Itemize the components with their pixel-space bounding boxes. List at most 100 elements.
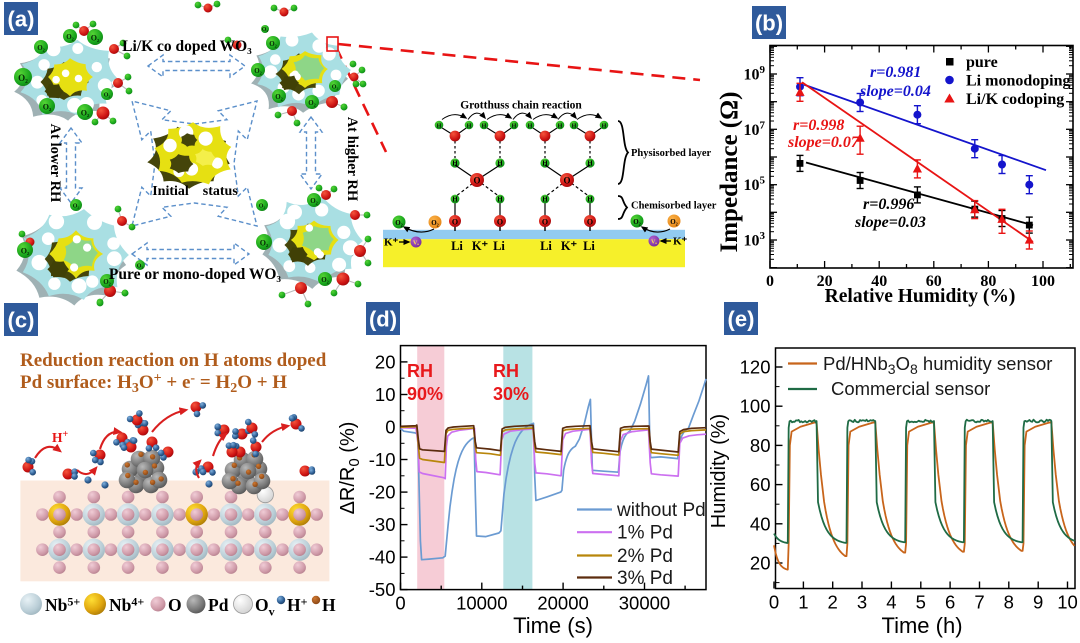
- svg-text:r=0.981: r=0.981: [870, 64, 921, 81]
- svg-text:80: 80: [750, 435, 771, 456]
- svg-text:(a): (a): [8, 7, 35, 32]
- svg-text:80: 80: [980, 273, 996, 290]
- svg-text:slope=0.03: slope=0.03: [854, 214, 926, 231]
- svg-text:H: H: [572, 124, 577, 130]
- svg-text:O₂: O₂: [81, 109, 90, 118]
- svg-text:O₂: O₂: [103, 278, 111, 286]
- svg-text:O₂: O₂: [332, 85, 339, 91]
- svg-text:Humidity (%): Humidity (%): [708, 414, 730, 528]
- svg-text:O: O: [168, 595, 182, 615]
- svg-text:0: 0: [385, 417, 395, 438]
- svg-text:O₂: O₂: [670, 218, 678, 226]
- svg-text:O: O: [563, 176, 570, 186]
- svg-text:Commercial sensor: Commercial sensor: [831, 378, 990, 399]
- svg-text:H: H: [512, 124, 517, 130]
- svg-text:O₂: O₂: [137, 263, 144, 269]
- svg-text:O₂: O₂: [104, 93, 111, 99]
- svg-text:20: 20: [817, 273, 833, 290]
- svg-text:20000: 20000: [537, 593, 588, 614]
- svg-text:-30: -30: [369, 514, 396, 535]
- svg-text:H: H: [542, 196, 548, 204]
- svg-text:H: H: [558, 124, 563, 130]
- svg-text:3% Pd: 3% Pd: [617, 568, 673, 589]
- svg-text:Grotthuss chain reaction: Grotthuss chain reaction: [460, 100, 582, 112]
- svg-text:-40: -40: [369, 547, 396, 568]
- svg-text:30000: 30000: [619, 593, 670, 614]
- svg-text:10: 10: [375, 384, 396, 405]
- svg-text:O₂: O₂: [18, 73, 28, 83]
- svg-text:O₂: O₂: [254, 67, 262, 75]
- svg-text:RH: RH: [493, 361, 519, 381]
- svg-text:Reduction reaction on H atoms: Reduction reaction on H atoms doped: [20, 350, 327, 371]
- svg-text:20: 20: [750, 553, 771, 574]
- svg-text:10: 10: [1057, 592, 1078, 613]
- svg-text:Pd/HNb3O8 humidity sensor: Pd/HNb3O8 humidity sensor: [823, 353, 1052, 377]
- svg-text:H: H: [482, 124, 487, 130]
- svg-text:K⁺: K⁺: [472, 239, 489, 253]
- svg-text:0: 0: [395, 593, 405, 614]
- svg-text:Pure or mono-doped WO₃: Pure or mono-doped WO₃: [109, 266, 282, 283]
- svg-text:O₂: O₂: [269, 40, 277, 48]
- svg-text:Impedance (Ω): Impedance (Ω): [716, 92, 743, 253]
- svg-text:30%: 30%: [493, 384, 529, 404]
- svg-text:H: H: [452, 160, 458, 168]
- svg-text:O₂: O₂: [43, 103, 52, 112]
- svg-text:1: 1: [798, 592, 808, 613]
- svg-text:100: 100: [740, 396, 771, 417]
- svg-text:O₂: O₂: [310, 197, 318, 205]
- svg-text:RH: RH: [407, 361, 433, 381]
- svg-text:Time (h): Time (h): [881, 613, 962, 638]
- svg-text:At higher RH: At higher RH: [344, 117, 360, 202]
- svg-text:40: 40: [871, 273, 887, 290]
- svg-text:ΔR/R0 (%): ΔR/R0 (%): [337, 422, 363, 515]
- svg-text:Pd surface: H3O+ + e- = H2O +: Pd surface: H3O+ + e- = H2O + H: [20, 371, 287, 396]
- svg-text:without Pd: without Pd: [616, 500, 706, 521]
- svg-text:1% Pd: 1% Pd: [617, 523, 673, 544]
- svg-text:H: H: [528, 124, 533, 130]
- svg-text:100: 100: [1031, 273, 1055, 290]
- svg-text:O₂: O₂: [431, 219, 439, 227]
- svg-text:At lower RH: At lower RH: [47, 124, 63, 203]
- svg-text:O₂: O₂: [633, 218, 641, 226]
- svg-text:O: O: [497, 217, 503, 226]
- svg-text:K⁺: K⁺: [561, 239, 578, 253]
- svg-text:O: O: [452, 217, 458, 226]
- svg-text:6: 6: [945, 592, 955, 613]
- svg-text:r=0.998: r=0.998: [793, 117, 844, 134]
- svg-text:Chemisorbed layer: Chemisorbed layer: [631, 201, 717, 212]
- svg-text:Li/K codoping: Li/K codoping: [966, 91, 1064, 108]
- svg-text:O₂: O₂: [260, 239, 269, 248]
- svg-text:Vₒ: Vₒ: [651, 240, 657, 246]
- svg-text:K⁺: K⁺: [384, 237, 399, 249]
- svg-text:8: 8: [1004, 592, 1014, 613]
- svg-text:Li/K co doped WO₃: Li/K co doped WO₃: [122, 38, 252, 55]
- svg-text:H: H: [587, 196, 593, 204]
- svg-text:r=0.996: r=0.996: [863, 196, 914, 213]
- svg-text:Pd: Pd: [208, 595, 229, 615]
- svg-text:Li monodoping: Li monodoping: [966, 73, 1070, 90]
- svg-text:H: H: [542, 160, 548, 168]
- svg-text:O₂: O₂: [21, 247, 30, 256]
- svg-text:H: H: [437, 124, 442, 130]
- svg-text:O₂: O₂: [308, 99, 316, 107]
- svg-text:O₂: O₂: [73, 204, 80, 210]
- svg-text:H: H: [452, 196, 458, 204]
- svg-text:5: 5: [916, 592, 926, 613]
- svg-text:60: 60: [926, 273, 942, 290]
- svg-text:7: 7: [974, 592, 984, 613]
- svg-text:(b): (b): [755, 11, 783, 36]
- svg-text:O: O: [542, 217, 548, 226]
- svg-text:60: 60: [750, 474, 771, 495]
- svg-text:K⁺: K⁺: [673, 236, 688, 248]
- svg-text:O₂: O₂: [321, 276, 329, 284]
- svg-text:O₂: O₂: [275, 93, 283, 101]
- svg-text:slope=0.04: slope=0.04: [859, 83, 931, 100]
- svg-text:10000: 10000: [456, 593, 507, 614]
- svg-text:O₂: O₂: [91, 34, 100, 43]
- svg-text:Li: Li: [451, 239, 463, 253]
- svg-text:Initial status: Initial status: [152, 184, 238, 199]
- svg-text:Time (s): Time (s): [513, 613, 593, 638]
- svg-text:0: 0: [766, 273, 774, 290]
- svg-text:Li: Li: [540, 239, 552, 253]
- svg-text:O₂: O₂: [66, 33, 74, 41]
